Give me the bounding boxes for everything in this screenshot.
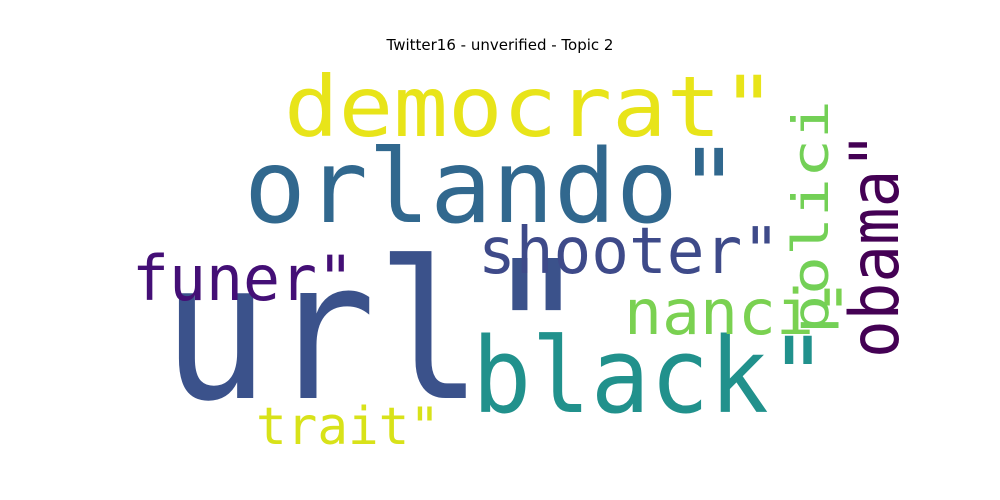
figure-title: Twitter16 - unverified - Topic 2 [386, 36, 614, 54]
word-shooter: shooter" [478, 215, 780, 289]
word-democrat: democrat" [284, 58, 776, 156]
word-nanci: nanci" [624, 276, 852, 349]
word-trait: trait" [256, 397, 440, 457]
word-url: url" [162, 221, 590, 444]
word-black: black" [472, 315, 828, 437]
word-obama: obama" [836, 132, 915, 358]
word-funer: funer" [132, 242, 354, 315]
word-orlando: orlando" [244, 128, 740, 247]
word-polici: polici [782, 100, 840, 334]
